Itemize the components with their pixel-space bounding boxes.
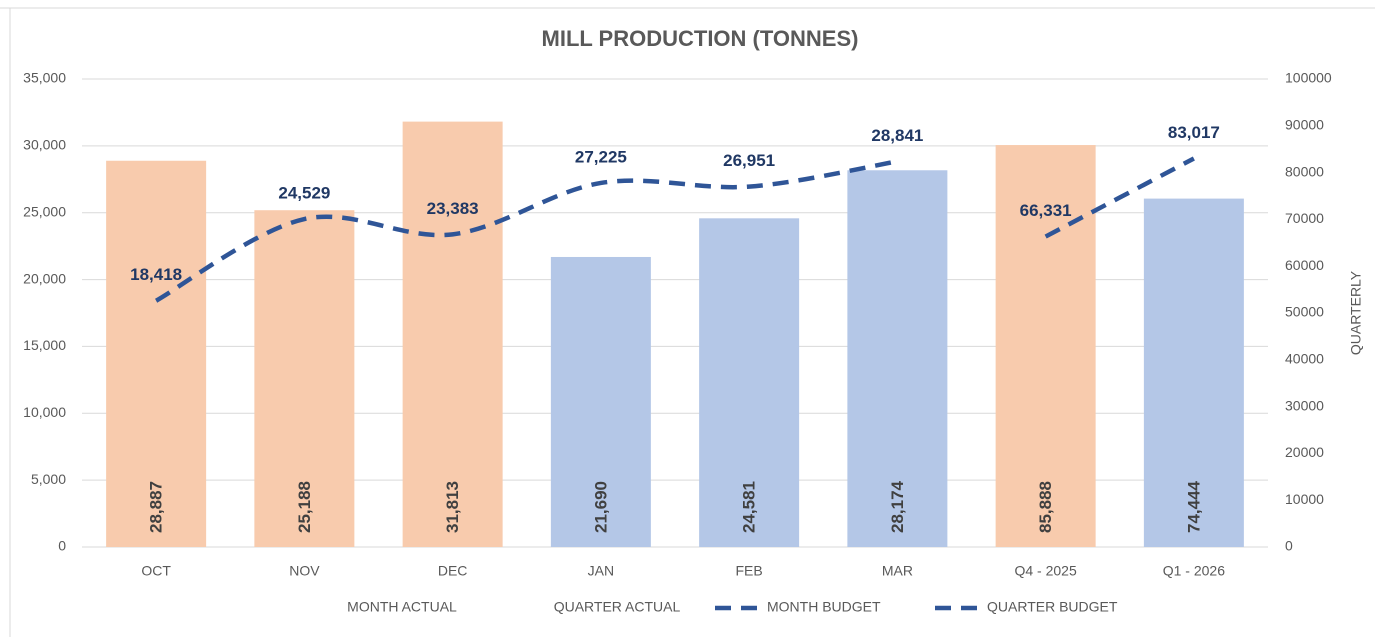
bar bbox=[402, 121, 503, 547]
line-value-label: 28,841 bbox=[871, 126, 923, 145]
bar bbox=[995, 145, 1096, 547]
bar-value-label: 31,813 bbox=[443, 481, 462, 533]
y2-tick-label: 20000 bbox=[1285, 444, 1324, 460]
line-value-label: 24,529 bbox=[278, 183, 330, 202]
x-tick-label: FEB bbox=[736, 563, 763, 579]
y-tick-label: 35,000 bbox=[23, 70, 66, 86]
y2-tick-label: 30000 bbox=[1285, 397, 1324, 413]
line-value-label: 18,418 bbox=[130, 265, 182, 284]
y-tick-label: 15,000 bbox=[23, 337, 66, 353]
y-tick-label: 30,000 bbox=[23, 137, 66, 153]
legend-label: QUARTER BUDGET bbox=[987, 599, 1118, 615]
budget-line bbox=[1044, 156, 1195, 239]
bar bbox=[699, 218, 800, 548]
y2-tick-label: 80000 bbox=[1285, 163, 1324, 179]
x-tick-label: NOV bbox=[289, 563, 320, 579]
y2-tick-label: 10000 bbox=[1285, 491, 1324, 507]
bar-value-label: 28,174 bbox=[888, 480, 907, 533]
bar-value-label: 74,444 bbox=[1184, 480, 1203, 533]
y-tick-label: 10,000 bbox=[23, 404, 66, 420]
budget-line bbox=[155, 159, 898, 303]
legend-label: MONTH BUDGET bbox=[767, 599, 881, 615]
y2-tick-label: 90000 bbox=[1285, 117, 1324, 133]
bar bbox=[1143, 198, 1244, 547]
y-tick-label: 25,000 bbox=[23, 203, 66, 219]
y-tick-label: 5,000 bbox=[31, 471, 66, 487]
line-value-label: 66,331 bbox=[1020, 201, 1072, 220]
bar-value-label: 21,690 bbox=[591, 481, 610, 533]
y2-tick-label: 100000 bbox=[1285, 70, 1332, 86]
y2-tick-label: 0 bbox=[1285, 538, 1293, 554]
x-tick-label: DEC bbox=[438, 563, 468, 579]
line-value-label: 83,017 bbox=[1168, 123, 1220, 142]
bar-value-label: 25,188 bbox=[295, 481, 314, 533]
bar bbox=[254, 210, 355, 548]
legend-label: QUARTER ACTUAL bbox=[554, 599, 681, 615]
bar-value-label: 85,888 bbox=[1036, 481, 1055, 533]
x-tick-label: MAR bbox=[882, 563, 913, 579]
x-tick-label: Q1 - 2026 bbox=[1163, 563, 1225, 579]
bar bbox=[550, 256, 651, 547]
y2-tick-label: 70000 bbox=[1285, 210, 1324, 226]
bar bbox=[847, 170, 948, 547]
legend-label: MONTH ACTUAL bbox=[347, 599, 457, 615]
y2-tick-label: 40000 bbox=[1285, 351, 1324, 367]
y2-tick-label: 50000 bbox=[1285, 304, 1324, 320]
y-tick-label: 20,000 bbox=[23, 270, 66, 286]
y-tick-label: 0 bbox=[58, 538, 66, 554]
line-value-label: 27,225 bbox=[575, 147, 627, 166]
x-tick-label: Q4 - 2025 bbox=[1014, 563, 1076, 579]
bar bbox=[106, 160, 207, 547]
bar-value-label: 28,887 bbox=[147, 481, 166, 533]
y2-tick-label: 60000 bbox=[1285, 257, 1324, 273]
x-tick-label: JAN bbox=[588, 563, 614, 579]
bar-value-label: 24,581 bbox=[740, 481, 759, 533]
x-tick-label: OCT bbox=[141, 563, 171, 579]
chart-title: MILL PRODUCTION (TONNES) bbox=[542, 26, 859, 51]
y2-axis-label: QUARTERLY bbox=[1348, 270, 1364, 355]
line-value-label: 23,383 bbox=[427, 199, 479, 218]
line-value-label: 26,951 bbox=[723, 151, 775, 170]
